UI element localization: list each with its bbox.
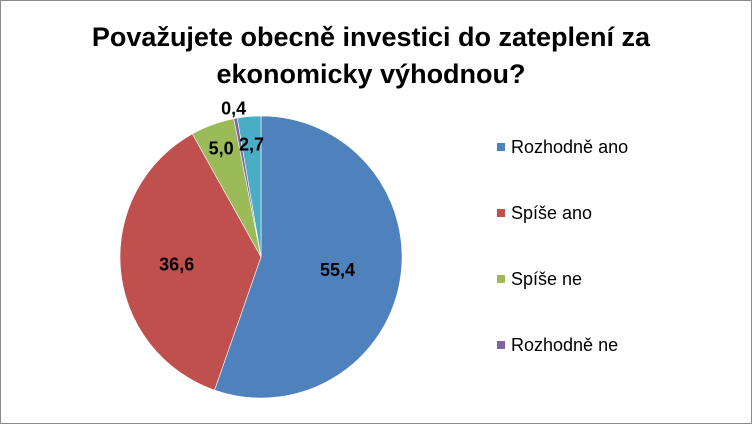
legend-item-rozhodne-ne: Rozhodně ne xyxy=(497,332,618,358)
chart-title-line-2: ekonomicky výhodnou? xyxy=(216,59,526,89)
chart-title-line-1: Považujete obecně investici do zateplení… xyxy=(91,22,651,52)
legend-swatch-spise-ano xyxy=(497,209,505,217)
legend-item-spise-ne: Spíše ne xyxy=(497,266,582,292)
legend-item-spise-ano: Spíše ano xyxy=(497,200,592,226)
pie-slice-rozhodne-ano xyxy=(214,115,403,399)
chart-title: Považujete obecně investici do zateplení… xyxy=(61,19,681,93)
data-label-spise-ano: 36,6 xyxy=(159,254,194,274)
data-label-spise-ne: 5,0 xyxy=(209,138,234,158)
legend-swatch-rozhodne-ano xyxy=(497,143,505,151)
legend-swatch-rozhodne-ne xyxy=(497,341,505,349)
data-label-slice-5: 2,7 xyxy=(239,135,264,155)
legend-label-spise-ne: Spíše ne xyxy=(511,268,583,289)
pie-slice-slice-5 xyxy=(236,115,262,258)
pie-slice-spise-ano xyxy=(119,133,262,391)
data-label-rozhodne-ne: 0,4 xyxy=(221,99,246,119)
legend-label-rozhodne-ne: Rozhodně ne xyxy=(511,334,619,355)
legend-swatch-spise-ne xyxy=(497,275,505,283)
legend-label-rozhodne-ano: Rozhodně ano xyxy=(511,136,629,157)
legend-label-spise-ano: Spíše ano xyxy=(511,202,593,223)
data-label-rozhodne-ano: 55,4 xyxy=(320,260,355,280)
legend-item-rozhodne-ano: Rozhodně ano xyxy=(497,134,628,160)
